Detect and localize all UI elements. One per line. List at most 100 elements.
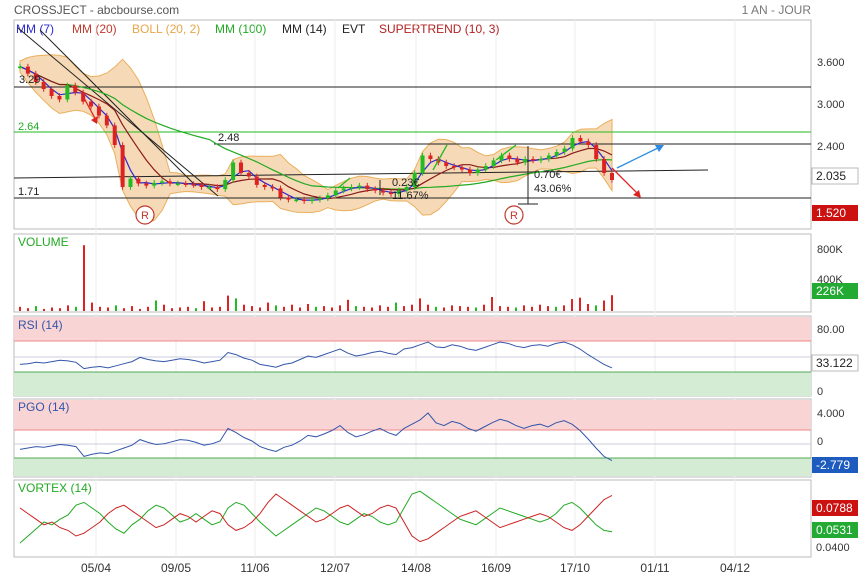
candle-body — [302, 199, 307, 202]
mm7-line — [19, 66, 613, 201]
volume-bar — [219, 306, 221, 311]
candle-body — [25, 66, 30, 74]
candle-body — [483, 166, 488, 170]
candle-body — [515, 159, 520, 163]
level-label-171: 1.71 — [18, 186, 39, 198]
last-price-box — [811, 167, 859, 185]
forecast-arrow-up — [616, 145, 663, 169]
vortex-panel-frame — [13, 479, 812, 558]
candle-body — [175, 183, 180, 185]
candle-body — [444, 162, 449, 166]
candle-body — [404, 187, 409, 191]
low-price-box — [812, 205, 858, 221]
volume-bar — [435, 306, 437, 311]
pgo-last-value: -2.779 — [816, 458, 850, 472]
volume-bar — [475, 307, 477, 311]
candle-body — [96, 106, 101, 116]
price-axis-tick-3: 2.400 — [817, 141, 845, 153]
legend-mm100[interactable]: MM (100) — [215, 22, 266, 36]
pgo-title: PGO (14) — [18, 400, 69, 414]
volume-bar — [291, 304, 293, 311]
r-marker-circle-2 — [504, 205, 524, 225]
candle-body — [325, 195, 330, 199]
legend-boll[interactable]: BOLL (20, 2) — [132, 22, 200, 36]
volume-bar — [163, 304, 165, 311]
x-tick-label: 01/11 — [640, 561, 669, 575]
volume-bar — [211, 307, 213, 311]
legend-mm7[interactable]: MM (7) — [16, 22, 54, 36]
volume-bar — [595, 305, 597, 311]
buy-arrow-1 — [432, 144, 448, 171]
volume-last-value: 226K — [816, 284, 844, 298]
pgo-tick-2: 0 — [817, 436, 823, 448]
vortex-minus-line — [19, 493, 613, 543]
candle-body — [239, 162, 244, 173]
vertical-gridlines — [95, 20, 736, 557]
candle-body — [49, 89, 54, 96]
candle-body — [183, 183, 188, 185]
volume-bar — [259, 307, 261, 311]
volume-bar — [59, 308, 61, 311]
volume-tick-1: 800K — [817, 244, 843, 256]
candle-body — [491, 160, 496, 166]
volume-bar — [515, 307, 517, 311]
price-panel-frame — [13, 19, 812, 230]
candle-body — [586, 141, 591, 145]
vortex-tick: 0.0400 — [816, 542, 850, 554]
annotation-small-pct: 11.67% — [392, 190, 429, 202]
candle-body — [128, 178, 133, 187]
candle-body — [207, 187, 212, 189]
x-tick-label: 16/09 — [481, 561, 511, 575]
trend-line-support — [13, 169, 709, 179]
candle-body — [317, 198, 322, 200]
volume-bar — [443, 307, 445, 311]
candle-body — [420, 155, 425, 173]
volume-bar — [603, 300, 605, 311]
candle-body — [270, 187, 275, 189]
volume-bar — [235, 298, 237, 311]
annotation-big-pct: 43.06% — [534, 183, 572, 195]
candle-body — [523, 159, 528, 163]
volume-bar — [539, 304, 541, 311]
legend-evt[interactable]: EVT — [342, 22, 366, 36]
candle-body — [73, 85, 78, 93]
vortex-title: VORTEX (14) — [18, 481, 92, 495]
sell-arrow-2-head — [633, 190, 641, 198]
vortex-plus-value: 0.0531 — [816, 523, 853, 537]
r-marker-2[interactable]: R — [504, 205, 524, 225]
candle-body — [136, 178, 141, 184]
rsi-title: RSI (14) — [18, 318, 63, 332]
pgo-tick-1: 4.000 — [817, 408, 845, 420]
volume-bar — [355, 306, 357, 311]
legend-mm20[interactable]: MM (20) — [72, 22, 117, 36]
volume-bar — [483, 304, 485, 311]
x-tick-label: 12/07 — [320, 561, 350, 575]
volume-bar — [251, 306, 253, 311]
pgo-last-box — [812, 457, 858, 473]
legend-mm14[interactable]: MM (14) — [282, 22, 327, 36]
candle-body — [373, 189, 378, 191]
volume-bar — [323, 306, 325, 311]
rsi-tick-1: 80.00 — [817, 324, 845, 336]
candle-body — [475, 169, 480, 173]
candle-body — [144, 183, 149, 186]
volume-bar — [339, 305, 341, 311]
vortex-plus-line — [19, 490, 613, 544]
period-label[interactable]: 1 AN - JOUR — [742, 3, 812, 17]
volume-bar — [411, 304, 413, 311]
volume-bar — [275, 305, 277, 311]
price-axis-tick-2: 3.000 — [817, 99, 845, 111]
volume-bar — [331, 307, 333, 311]
rsi-overbought-zone — [14, 317, 811, 341]
trend-line-down-2 — [39, 29, 197, 187]
volume-bar — [555, 306, 557, 311]
rsi-line — [19, 341, 613, 370]
r-marker-1[interactable]: R — [135, 205, 155, 225]
chart-title: CROSSJECT - abcbourse.com — [14, 3, 179, 17]
candle-body — [112, 125, 117, 145]
volume-bar — [107, 307, 109, 311]
price-candles — [18, 63, 614, 204]
candle-body — [294, 199, 299, 202]
candle-body — [499, 155, 504, 161]
legend-supertrend[interactable]: SUPERTREND (10, 3) — [379, 22, 499, 36]
